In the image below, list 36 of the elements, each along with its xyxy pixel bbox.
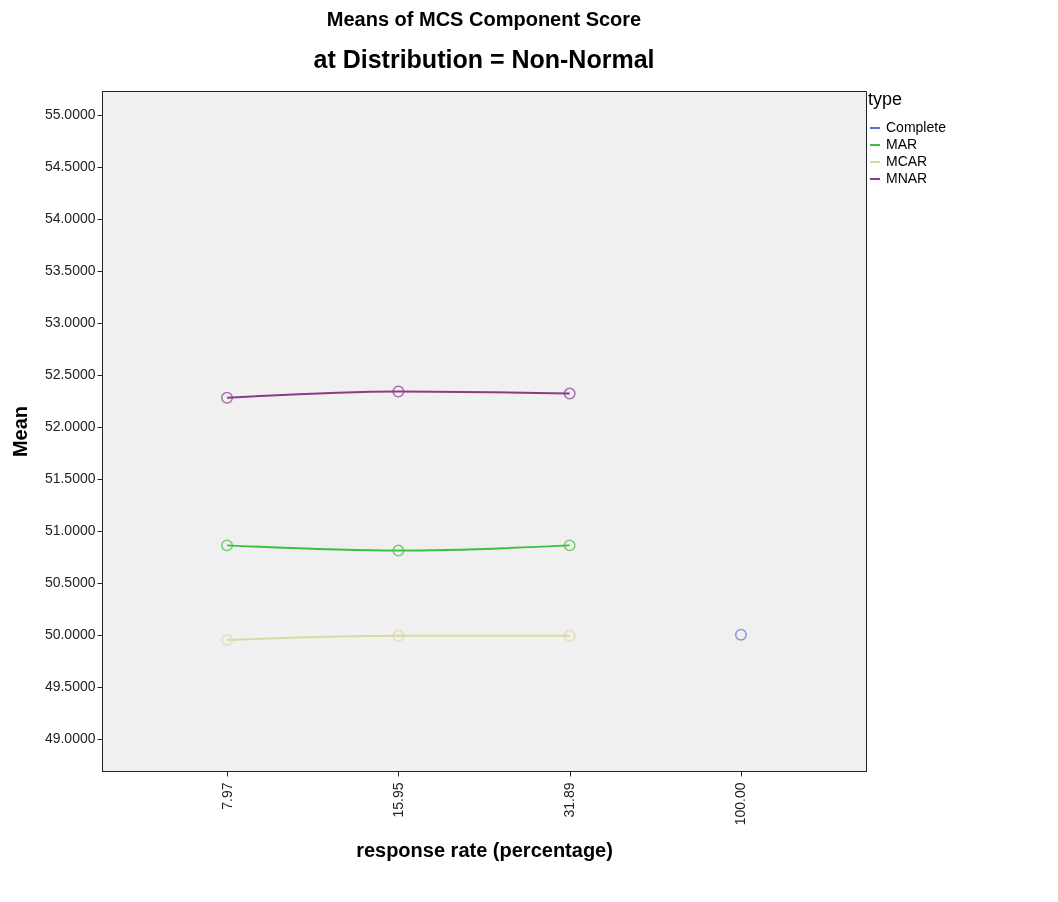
legend-label: MNAR	[886, 170, 928, 186]
legend-label: MCAR	[886, 153, 928, 169]
point	[563, 387, 576, 400]
chart-title: Means of MCS Component Score	[326, 8, 642, 30]
y-tick-label: 52.5000	[44, 366, 96, 383]
y-tick-label: 50.5000	[44, 574, 96, 591]
point	[221, 391, 234, 404]
point	[734, 628, 747, 641]
y-axis-title: Mean	[8, 405, 31, 458]
point	[392, 544, 405, 557]
y-tick-label: 51.5000	[44, 470, 96, 487]
x-axis-title: response rate (percentage)	[356, 839, 613, 862]
point	[392, 385, 405, 398]
y-tick-label: 49.0000	[44, 730, 96, 747]
point	[221, 539, 234, 552]
legend-label: MAR	[886, 136, 918, 152]
x-tick-label: 31.89	[561, 782, 578, 818]
x-tick-label: 7.97	[218, 782, 235, 810]
y-tick-label: 54.0000	[44, 210, 96, 227]
chart-subtitle: at Distribution = Non-Normal	[313, 45, 655, 73]
x-tick-label: 100.00	[732, 782, 749, 826]
y-tick-label: 53.5000	[44, 262, 96, 279]
y-tick-label: 55.0000	[44, 106, 96, 123]
y-tick-label: 54.5000	[44, 158, 96, 175]
x-tick-label: 15.95	[389, 782, 406, 818]
y-tick-label: 49.5000	[44, 678, 96, 695]
point	[221, 634, 234, 646]
legend-label: Complete	[886, 119, 947, 135]
y-tick-label: 52.0000	[44, 418, 96, 435]
y-tick-label: 50.0000	[44, 626, 96, 643]
point	[563, 629, 576, 642]
y-tick-label: 51.0000	[44, 522, 96, 539]
y-tick-label: 53.0000	[44, 314, 96, 331]
point	[392, 629, 405, 642]
legend-title: type	[868, 89, 903, 109]
point	[563, 539, 576, 552]
